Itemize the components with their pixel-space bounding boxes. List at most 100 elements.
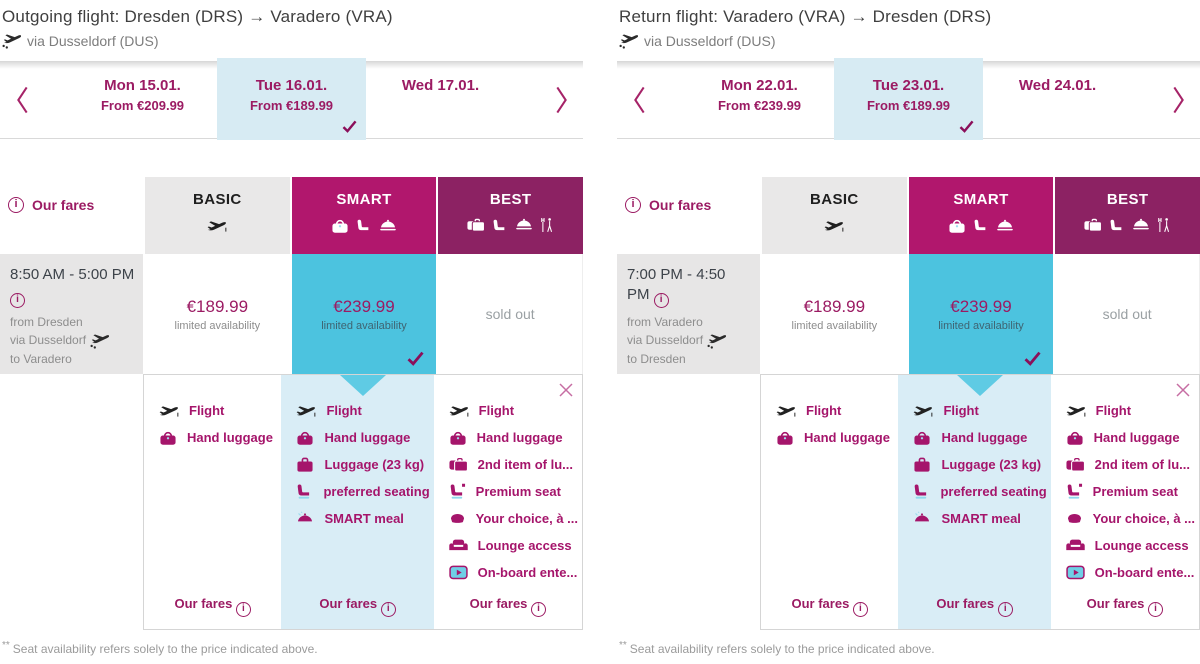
prev-dates-button[interactable]: [0, 62, 44, 138]
seat-icon: [492, 218, 508, 233]
our-fares-footer[interactable]: Our fares i: [434, 596, 582, 617]
date-tab-wed[interactable]: Wed 24.01.: [983, 62, 1132, 138]
chevron-left-icon: [633, 86, 646, 114]
date-day: Wed 17.01.: [401, 77, 480, 94]
flight-route: from Dresden via Dusseldorf to Varadero: [10, 313, 135, 369]
info-icon[interactable]: i: [8, 197, 24, 213]
route-from: from Varadero: [627, 314, 703, 329]
second-luggage-icon: [449, 456, 468, 473]
fare-name: BASIC: [192, 191, 242, 208]
info-icon[interactable]: i: [531, 602, 547, 617]
return-via-route: via Dusseldorf (DUS): [619, 32, 1200, 49]
info-icon[interactable]: i: [380, 602, 396, 617]
fare-header-basic: BASIC: [145, 177, 290, 254]
smart-price-cell-selected[interactable]: €239.99 limited availability: [908, 254, 1054, 374]
date-tab-wed[interactable]: Wed 17.01.: [366, 62, 515, 138]
info-icon[interactable]: i: [235, 602, 251, 617]
route-via: via Dusseldorf: [627, 333, 704, 348]
outgoing-flight-panel: Outgoing flight: Dresden (DRS) → Varader…: [0, 0, 583, 656]
return-fare-details-panel: Flight Hand luggage Our fares i Flight H…: [760, 374, 1200, 630]
route-to: to Dresden: [627, 351, 686, 366]
selection-arrow: [340, 375, 386, 396]
close-details-button[interactable]: [1176, 383, 1190, 397]
feature-row: Hand luggage: [296, 428, 429, 446]
price-amount: €189.99: [803, 296, 866, 316]
our-fares-footer[interactable]: Our fares i: [898, 596, 1050, 617]
fare-header-best: BEST: [1055, 177, 1200, 254]
date-tabs: Mon 15.01. From €209.99 Tue 16.01. From …: [44, 62, 539, 138]
basic-price-cell[interactable]: €189.99 limited availability: [145, 254, 290, 374]
our-fares-footer[interactable]: Our fares i: [761, 596, 898, 617]
flight-time-cell: 7:00 PM - 4:50 PM i from Varadero via Du…: [617, 254, 760, 374]
info-icon[interactable]: i: [1148, 602, 1164, 617]
flight-icon: [913, 402, 933, 419]
feature-row: Premium seat: [449, 482, 578, 500]
next-dates-button[interactable]: [539, 62, 583, 138]
seat-icon: [1109, 218, 1125, 233]
info-icon[interactable]: i: [625, 197, 641, 213]
feature-row: Flight: [913, 401, 1046, 419]
our-fares-footer[interactable]: Our fares i: [281, 596, 433, 617]
hand-luggage-icon: [948, 217, 966, 234]
our-fares-footer[interactable]: Our fares i: [1051, 596, 1199, 617]
soldout-label: sold out: [485, 306, 535, 322]
smart-meal-icon: [913, 510, 931, 526]
date-tab-tue-selected[interactable]: Tue 23.01. From €189.99: [834, 62, 983, 138]
entertainment-icon: [448, 565, 468, 580]
chevron-right-icon: [555, 86, 568, 114]
flight-info-icon[interactable]: i: [653, 292, 669, 308]
via-label: via Dusseldorf (DUS): [27, 32, 159, 49]
feature-row: 2nd item of lu...: [1066, 455, 1195, 473]
feature-row: Luggage (23 kg): [296, 455, 429, 473]
date-day: Mon 15.01.: [104, 77, 181, 94]
flight-time: 8:50 AM - 5:00 PM i: [10, 265, 135, 308]
feature-row: Hand luggage: [449, 428, 578, 446]
selected-check-icon: [1024, 351, 1041, 366]
basic-price-cell[interactable]: €189.99 limited availability: [762, 254, 907, 374]
details-column-best: Flight Hand luggage 2nd item of lu... Pr…: [434, 375, 582, 629]
feature-row: Flight: [776, 401, 894, 419]
feature-row: Flight: [159, 401, 277, 419]
date-from-price: From €189.99: [249, 98, 334, 113]
flight-info-icon[interactable]: i: [10, 292, 25, 308]
our-fares-header: i Our fares: [0, 177, 143, 254]
date-tab-mon[interactable]: Mon 22.01. From €239.99: [685, 62, 834, 138]
seat-icon: [356, 218, 372, 233]
our-fares-footer[interactable]: Our fares i: [144, 596, 281, 617]
fare-name: BEST: [1106, 191, 1149, 208]
date-tab-mon[interactable]: Mon 15.01. From €209.99: [68, 62, 217, 138]
feature-row: On-board ente...: [448, 563, 578, 581]
fare-header-best: BEST: [438, 177, 583, 254]
seat-icon: [973, 218, 989, 233]
info-icon[interactable]: i: [852, 602, 868, 617]
next-dates-button[interactable]: [1156, 62, 1200, 138]
fare-header-basic: BASIC: [762, 177, 907, 254]
price-availability: limited availability: [321, 319, 407, 332]
meal-choice-icon: [449, 512, 466, 525]
smart-price-cell-selected[interactable]: €239.99 limited availability: [291, 254, 437, 374]
date-tab-tue-selected[interactable]: Tue 16.01. From €189.99: [217, 62, 366, 138]
date-day: Tue 16.01.: [255, 77, 328, 94]
details-column-best: Flight Hand luggage 2nd item of lu... Pr…: [1051, 375, 1199, 629]
feature-row: preferred seating: [913, 482, 1047, 500]
chevron-left-icon: [16, 86, 29, 114]
seat-availability-footnote: ** Seat availability refers solely to the…: [619, 640, 935, 656]
preferred-seating-icon: [296, 483, 313, 500]
lounge-icon: [1065, 537, 1085, 553]
feature-row: Flight: [296, 401, 429, 419]
return-date-nav: Mon 22.01. From €239.99 Tue 23.01. From …: [617, 61, 1200, 139]
route-to: to Varadero: [10, 351, 72, 366]
selected-check-icon: [407, 351, 424, 366]
feature-row: 2nd item of lu...: [449, 455, 578, 473]
close-details-button[interactable]: [559, 383, 573, 397]
hand-luggage-icon: [159, 429, 177, 446]
lounge-icon: [448, 537, 468, 553]
preferred-seating-icon: [913, 483, 930, 500]
details-column-smart: Flight Hand luggage Luggage (23 kg) pref…: [281, 375, 434, 629]
soldout-label: sold out: [1102, 306, 1152, 322]
prev-dates-button[interactable]: [617, 62, 661, 138]
price-availability: limited availability: [174, 319, 261, 332]
info-icon[interactable]: i: [997, 602, 1013, 617]
outgoing-fare-details-panel: Flight Hand luggage Our fares i Flight H…: [143, 374, 583, 630]
